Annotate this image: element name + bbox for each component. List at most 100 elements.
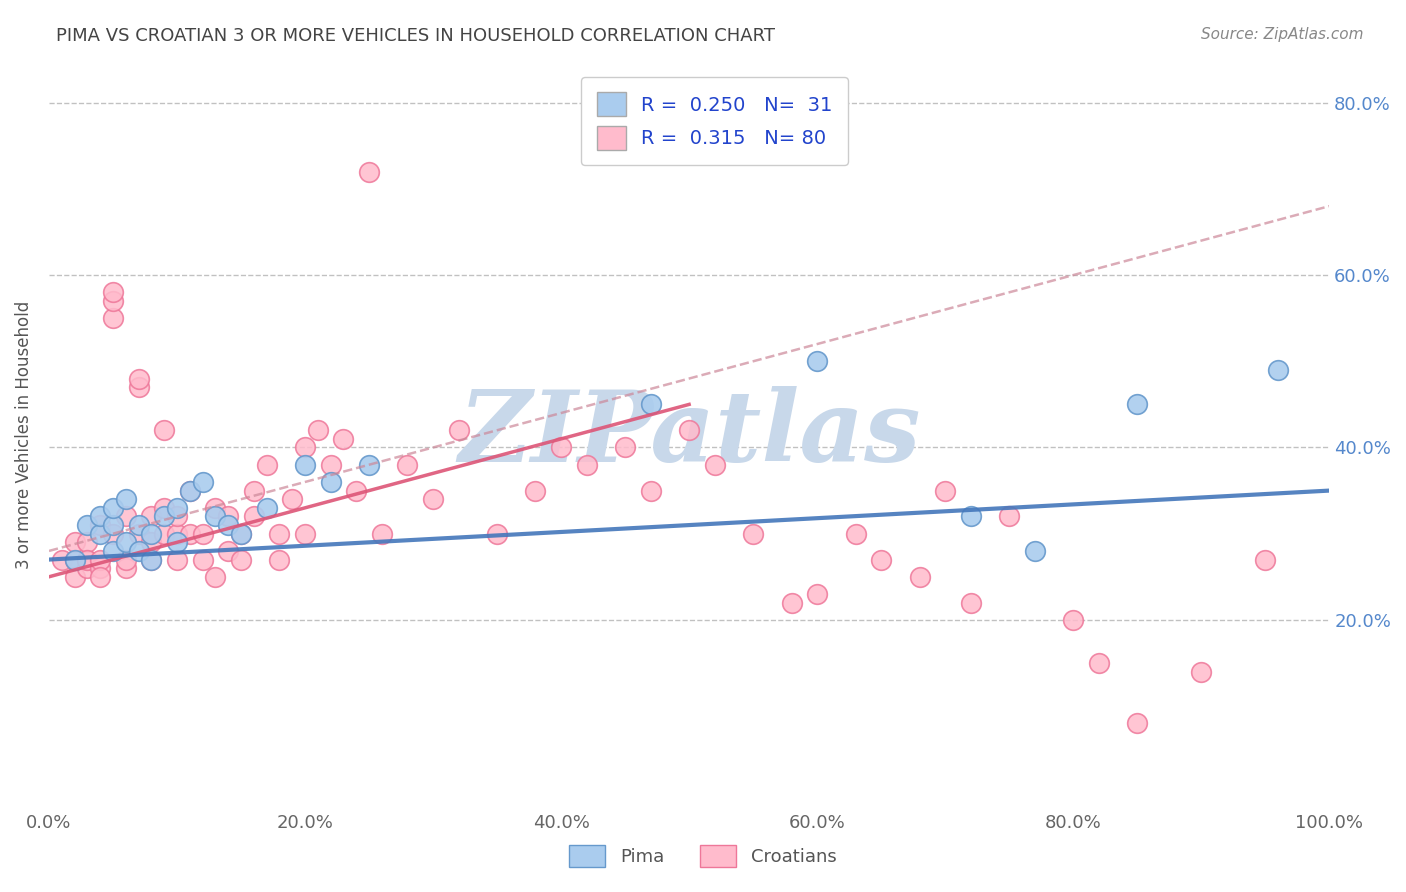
- Point: [63, 552, 86, 566]
- Point: [166, 526, 188, 541]
- Point: [51, 552, 73, 566]
- Text: Source: ZipAtlas.com: Source: ZipAtlas.com: [1201, 27, 1364, 42]
- Point: [229, 552, 252, 566]
- Legend: R =  0.250   N=  31, R =  0.315   N= 80: R = 0.250 N= 31, R = 0.315 N= 80: [581, 77, 848, 165]
- Point: [294, 526, 316, 541]
- Point: [524, 483, 547, 498]
- Point: [63, 570, 86, 584]
- Point: [204, 570, 226, 584]
- Point: [76, 518, 98, 533]
- Point: [141, 526, 163, 541]
- Legend: Pima, Croatians: Pima, Croatians: [562, 838, 844, 874]
- Point: [959, 509, 981, 524]
- Point: [101, 285, 124, 300]
- Point: [269, 526, 291, 541]
- Point: [179, 483, 201, 498]
- Text: PIMA VS CROATIAN 3 OR MORE VEHICLES IN HOUSEHOLD CORRELATION CHART: PIMA VS CROATIAN 3 OR MORE VEHICLES IN H…: [56, 27, 775, 45]
- Point: [217, 509, 239, 524]
- Point: [575, 458, 598, 472]
- Point: [89, 526, 111, 541]
- Point: [89, 552, 111, 566]
- Point: [114, 509, 136, 524]
- Point: [76, 552, 98, 566]
- Point: [281, 492, 304, 507]
- Point: [640, 397, 662, 411]
- Point: [114, 552, 136, 566]
- Point: [319, 458, 342, 472]
- Point: [422, 492, 444, 507]
- Point: [89, 570, 111, 584]
- Point: [256, 458, 278, 472]
- Point: [89, 561, 111, 575]
- Y-axis label: 3 or more Vehicles in Household: 3 or more Vehicles in Household: [15, 301, 32, 569]
- Point: [243, 509, 266, 524]
- Point: [76, 535, 98, 549]
- Point: [101, 526, 124, 541]
- Point: [371, 526, 394, 541]
- Point: [166, 535, 188, 549]
- Point: [89, 518, 111, 533]
- Point: [153, 423, 176, 437]
- Point: [447, 423, 470, 437]
- Point: [114, 561, 136, 575]
- Point: [76, 561, 98, 575]
- Point: [614, 441, 637, 455]
- Point: [204, 500, 226, 515]
- Point: [870, 552, 893, 566]
- Point: [101, 518, 124, 533]
- Point: [243, 483, 266, 498]
- Point: [1088, 656, 1111, 670]
- Point: [191, 475, 214, 489]
- Point: [128, 380, 150, 394]
- Point: [640, 483, 662, 498]
- Point: [1126, 397, 1149, 411]
- Point: [179, 526, 201, 541]
- Point: [63, 535, 86, 549]
- Point: [114, 492, 136, 507]
- Point: [319, 475, 342, 489]
- Point: [217, 544, 239, 558]
- Point: [806, 354, 828, 368]
- Point: [550, 441, 572, 455]
- Point: [191, 552, 214, 566]
- Point: [153, 526, 176, 541]
- Point: [101, 544, 124, 558]
- Point: [806, 587, 828, 601]
- Point: [153, 509, 176, 524]
- Point: [229, 526, 252, 541]
- Point: [128, 544, 150, 558]
- Text: ZIPatlas: ZIPatlas: [458, 386, 921, 483]
- Point: [191, 526, 214, 541]
- Point: [998, 509, 1021, 524]
- Point: [1062, 613, 1084, 627]
- Point: [1254, 552, 1277, 566]
- Point: [63, 552, 86, 566]
- Point: [780, 596, 803, 610]
- Point: [76, 552, 98, 566]
- Point: [908, 570, 931, 584]
- Point: [294, 441, 316, 455]
- Point: [256, 500, 278, 515]
- Point: [357, 164, 380, 178]
- Point: [703, 458, 725, 472]
- Point: [959, 596, 981, 610]
- Point: [742, 526, 765, 541]
- Point: [269, 552, 291, 566]
- Point: [845, 526, 868, 541]
- Point: [1189, 665, 1212, 679]
- Point: [396, 458, 419, 472]
- Point: [332, 432, 354, 446]
- Point: [357, 458, 380, 472]
- Point: [141, 552, 163, 566]
- Point: [153, 500, 176, 515]
- Point: [1126, 716, 1149, 731]
- Point: [114, 535, 136, 549]
- Point: [166, 509, 188, 524]
- Point: [344, 483, 367, 498]
- Point: [128, 526, 150, 541]
- Point: [128, 518, 150, 533]
- Point: [934, 483, 956, 498]
- Point: [307, 423, 329, 437]
- Point: [141, 552, 163, 566]
- Point: [294, 458, 316, 472]
